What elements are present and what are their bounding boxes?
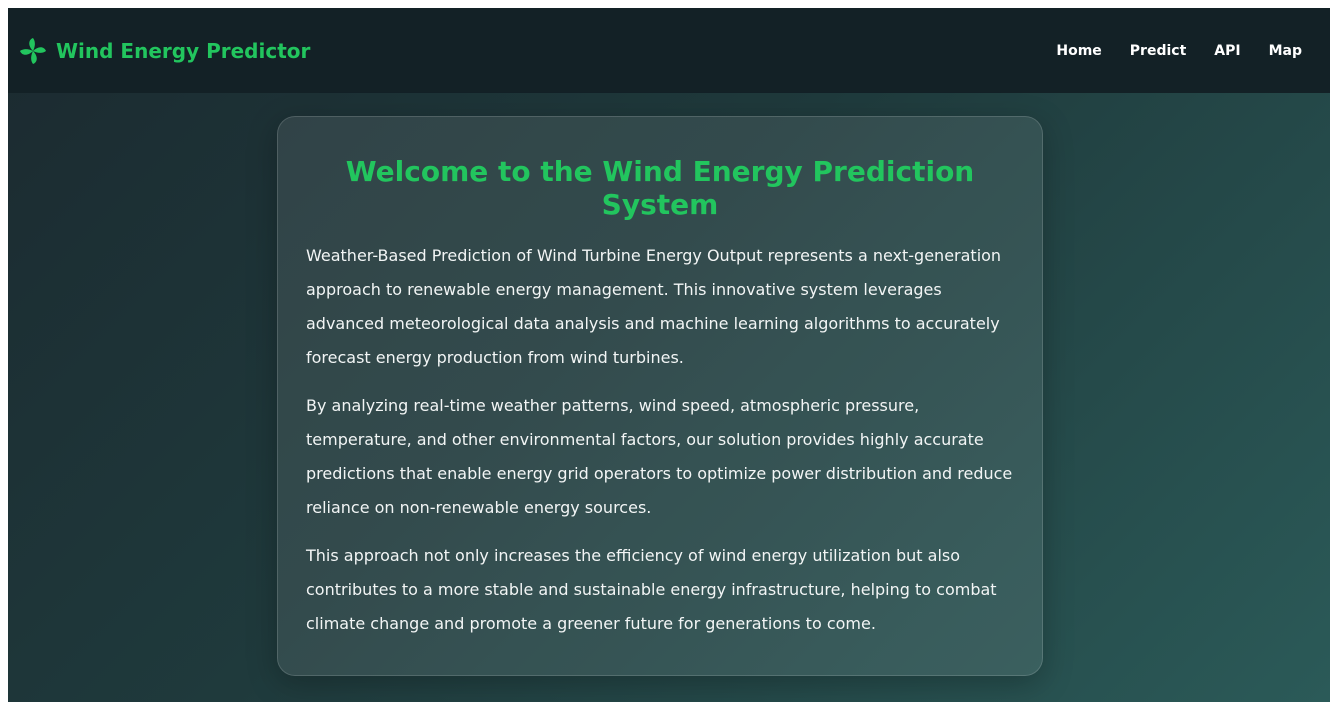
paragraph: This approach not only increases the eff… (306, 546, 997, 633)
navbar: Wind Energy Predictor Home Predict API M… (8, 8, 1330, 93)
nav-link[interactable]: API (1214, 42, 1241, 59)
app: Wind Energy Predictor Home Predict API M… (8, 8, 1330, 702)
logo-icon (20, 37, 46, 64)
nav-link[interactable]: Home (1056, 42, 1102, 59)
nav-link[interactable]: Map (1268, 42, 1302, 59)
paragraph: By analyzing real-time weather patterns,… (306, 396, 1013, 517)
paragraph: Weather-Based Prediction of Wind Turbine… (306, 246, 1002, 367)
brand-text: Wind Energy Predictor (56, 38, 311, 63)
intro-title: Welcome to the Wind Energy Prediction Sy… (345, 155, 975, 221)
intro-card: Welcome to the Wind Energy Prediction Sy… (277, 116, 1043, 676)
nav-link[interactable]: Predict (1129, 42, 1187, 59)
brand[interactable]: Wind Energy Predictor (18, 36, 310, 66)
nav-links: Home Predict API Map (1056, 43, 1302, 59)
